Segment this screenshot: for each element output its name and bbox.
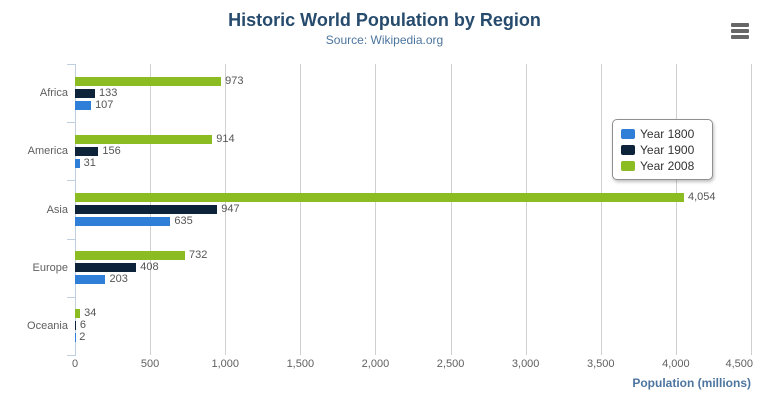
chart-subtitle: Source: Wikipedia.org bbox=[325, 33, 444, 47]
bar[interactable] bbox=[75, 158, 80, 168]
bar-value-label: 408 bbox=[140, 261, 159, 274]
bar-value-label: 34 bbox=[84, 307, 97, 320]
y-axis-tick bbox=[67, 122, 75, 124]
legend-item-label: Year 1900 bbox=[640, 143, 695, 157]
x-tick-label: 2,500 bbox=[436, 358, 465, 370]
bar-value-label: 6 bbox=[79, 319, 87, 332]
bar-value-label: 2 bbox=[79, 331, 86, 344]
x-tick-label: 500 bbox=[140, 358, 160, 370]
x-tick-label: 1,500 bbox=[286, 358, 315, 370]
y-axis-tick bbox=[67, 296, 75, 298]
bar-value-label: 973 bbox=[225, 74, 244, 87]
bar[interactable] bbox=[75, 333, 76, 343]
bar[interactable] bbox=[75, 263, 137, 273]
gridline bbox=[225, 64, 227, 355]
bar[interactable] bbox=[75, 146, 99, 156]
y-axis-tick bbox=[67, 238, 75, 240]
gridline bbox=[600, 64, 602, 355]
bar[interactable] bbox=[75, 76, 222, 86]
legend: Year 1800 Year 1900 Year 2008 bbox=[612, 119, 713, 180]
bar[interactable] bbox=[75, 321, 76, 331]
gridline bbox=[751, 64, 752, 355]
x-tick-label: 4,500 bbox=[725, 358, 753, 370]
legend-swatch-icon bbox=[621, 129, 635, 139]
export-menu-button[interactable] bbox=[728, 20, 752, 42]
category-label: Africa bbox=[39, 87, 68, 100]
hamburger-icon bbox=[731, 23, 749, 39]
x-tick-label: 0 bbox=[71, 358, 79, 370]
y-axis-tick bbox=[67, 355, 75, 356]
bar-value-label: 156 bbox=[102, 144, 121, 157]
bar-value-label: 107 bbox=[95, 98, 114, 111]
legend-item[interactable]: Year 2008 bbox=[621, 158, 704, 174]
bar[interactable] bbox=[75, 134, 213, 144]
bar[interactable] bbox=[75, 251, 185, 261]
bar-value-label: 31 bbox=[83, 156, 96, 169]
bar[interactable] bbox=[75, 100, 92, 110]
bar[interactable] bbox=[75, 205, 218, 214]
bar[interactable] bbox=[75, 88, 95, 98]
x-tick-label: 1,000 bbox=[211, 358, 239, 370]
bar-value-label: 914 bbox=[216, 132, 235, 145]
legend-item[interactable]: Year 1800 bbox=[621, 126, 704, 142]
gridline bbox=[375, 64, 377, 355]
gridline bbox=[300, 64, 302, 355]
x-tick-label: 3,000 bbox=[511, 358, 540, 370]
bar-value-label: 133 bbox=[98, 86, 118, 99]
y-axis-tick bbox=[67, 180, 75, 182]
gridline bbox=[525, 64, 527, 355]
bar-value-label: 732 bbox=[188, 249, 208, 262]
x-axis-title: Population (millions) bbox=[632, 376, 751, 390]
category-label: Oceania bbox=[27, 319, 68, 332]
bar-value-label: 947 bbox=[221, 203, 240, 215]
x-tick-label: 4,000 bbox=[662, 358, 690, 370]
bar-value-label: 203 bbox=[109, 273, 128, 286]
x-tick-label: 2,000 bbox=[361, 358, 390, 370]
category-label: America bbox=[27, 145, 68, 158]
bar-value-label: 635 bbox=[174, 215, 193, 227]
gridline bbox=[450, 64, 452, 355]
gridline bbox=[675, 64, 677, 355]
legend-item-label: Year 2008 bbox=[640, 159, 695, 173]
legend-swatch-icon bbox=[621, 161, 635, 171]
bar[interactable] bbox=[75, 217, 171, 226]
category-label: Europe bbox=[32, 261, 68, 274]
bar-value-label: 4,054 bbox=[688, 191, 716, 203]
bar[interactable] bbox=[75, 193, 684, 202]
y-axis-tick bbox=[67, 64, 75, 65]
x-tick-label: 3,500 bbox=[587, 358, 615, 370]
legend-swatch-icon bbox=[621, 145, 635, 155]
legend-item-label: Year 1800 bbox=[640, 127, 695, 141]
category-label: Asia bbox=[46, 203, 68, 216]
legend-item[interactable]: Year 1900 bbox=[621, 142, 704, 158]
chart-title: Historic World Population by Region bbox=[228, 10, 541, 30]
bar[interactable] bbox=[75, 275, 106, 285]
bar[interactable] bbox=[75, 309, 81, 319]
